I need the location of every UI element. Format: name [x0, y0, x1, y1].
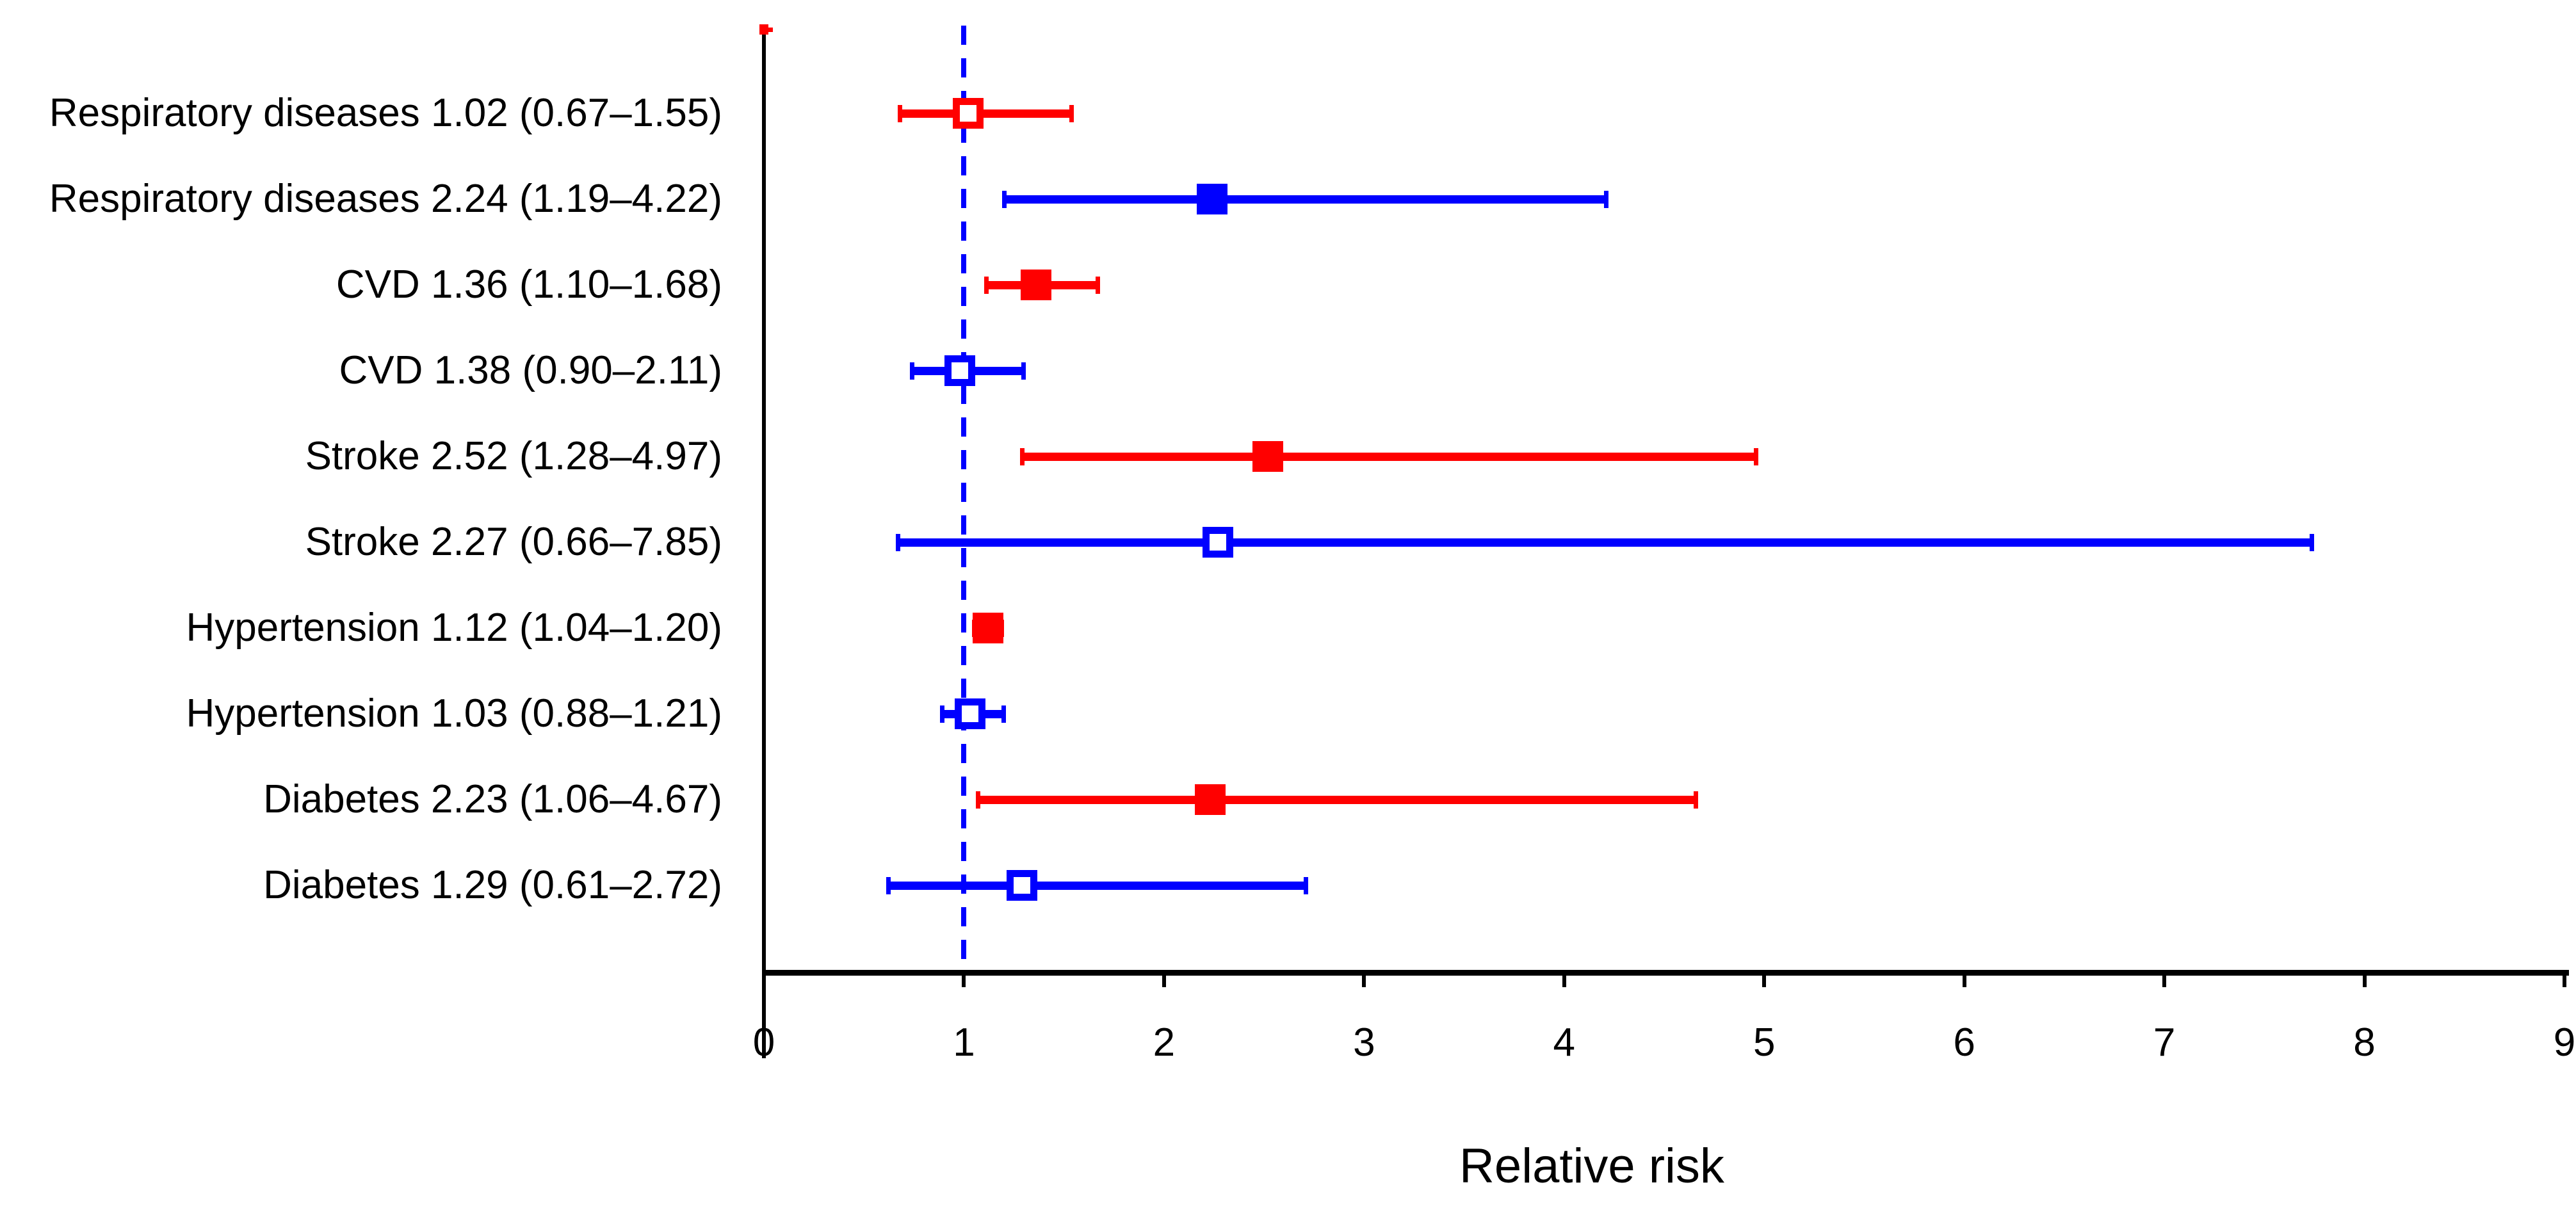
ci-cap-right — [1095, 277, 1100, 294]
y-axis-line — [762, 35, 766, 1058]
ci-bar — [1019, 453, 1758, 461]
ci-cap-left — [896, 534, 901, 551]
x-tick-label: 2 — [1153, 1020, 1176, 1065]
x-tick-label: 4 — [1553, 1020, 1575, 1065]
marker-square-open — [954, 698, 985, 729]
x-tick — [962, 976, 966, 987]
row-label: Stroke 2.27 (0.66–7.85) — [305, 520, 722, 564]
x-tick-label: 8 — [2353, 1020, 2376, 1065]
marker-square-open — [952, 98, 984, 129]
ci-cap-right — [1001, 705, 1007, 723]
ci-cap-right — [1069, 105, 1074, 122]
row-label: Hypertension 1.12 (1.04–1.20) — [186, 606, 722, 650]
x-tick-label: 3 — [1353, 1020, 1375, 1065]
x-tick — [1962, 976, 1966, 987]
x-axis-title: Relative risk — [1459, 1139, 1724, 1193]
x-tick-label: 9 — [2553, 1020, 2576, 1065]
axis-top-red-mark-notch — [768, 28, 773, 32]
x-tick — [1762, 976, 1767, 987]
ci-cap-left — [910, 362, 915, 380]
ci-cap-left — [984, 277, 989, 294]
reference-line-dashed — [961, 26, 967, 973]
x-tick-label: 5 — [1753, 1020, 1776, 1065]
row-label: Hypertension 1.03 (0.88–1.21) — [186, 691, 722, 736]
row-label: CVD 1.38 (0.90–2.11) — [339, 348, 722, 392]
ci-cap-left — [976, 791, 981, 809]
ci-cap-left — [886, 877, 891, 894]
ci-bar — [898, 109, 1074, 118]
x-tick — [1362, 976, 1366, 987]
x-tick — [2563, 976, 2566, 987]
ci-cap-right — [1303, 877, 1308, 894]
row-label: Diabetes 2.23 (1.06–4.67) — [263, 777, 722, 821]
row-label: Respiratory diseases 1.02 (0.67–1.55) — [49, 91, 722, 135]
x-tick — [2162, 976, 2167, 987]
ci-cap-right — [1603, 191, 1608, 208]
marker-square-open — [1007, 870, 1038, 901]
ci-cap-left — [939, 705, 944, 723]
x-tick — [1162, 976, 1166, 987]
ci-cap-left — [1019, 448, 1025, 465]
row-label: Diabetes 1.29 (0.61–2.72) — [263, 863, 722, 907]
marker-square-open — [1203, 527, 1234, 558]
marker-square-filled — [1196, 184, 1227, 214]
x-tick-label: 7 — [2153, 1020, 2176, 1065]
row-label: Respiratory diseases 2.24 (1.19–4.22) — [49, 177, 722, 221]
ci-cap-right — [1753, 448, 1758, 465]
ci-cap-left — [1001, 191, 1007, 208]
ci-bar — [1001, 195, 1608, 204]
x-tick-label: 1 — [953, 1020, 975, 1065]
ci-cap-left — [898, 105, 903, 122]
marker-square-open — [944, 355, 976, 386]
marker-square-filled — [1020, 270, 1051, 300]
ci-bar — [976, 796, 1699, 804]
ci-cap-right — [1021, 362, 1026, 380]
x-axis-line — [762, 970, 2569, 976]
x-tick-label: 6 — [1953, 1020, 1975, 1065]
row-label: Stroke 2.52 (1.28–4.97) — [305, 434, 722, 478]
ci-bar — [886, 882, 1308, 890]
marker-square-filled — [1252, 441, 1284, 472]
x-tick — [1562, 976, 1566, 987]
marker-square-filled — [972, 613, 1003, 643]
ci-bar — [896, 538, 2315, 547]
row-label: CVD 1.36 (1.10–1.68) — [336, 262, 722, 307]
x-tick — [2362, 976, 2367, 987]
ci-cap-right — [1694, 791, 1699, 809]
axis-top-red-mark — [759, 24, 768, 35]
marker-square-filled — [1194, 784, 1226, 815]
ci-cap-right — [2310, 534, 2315, 551]
